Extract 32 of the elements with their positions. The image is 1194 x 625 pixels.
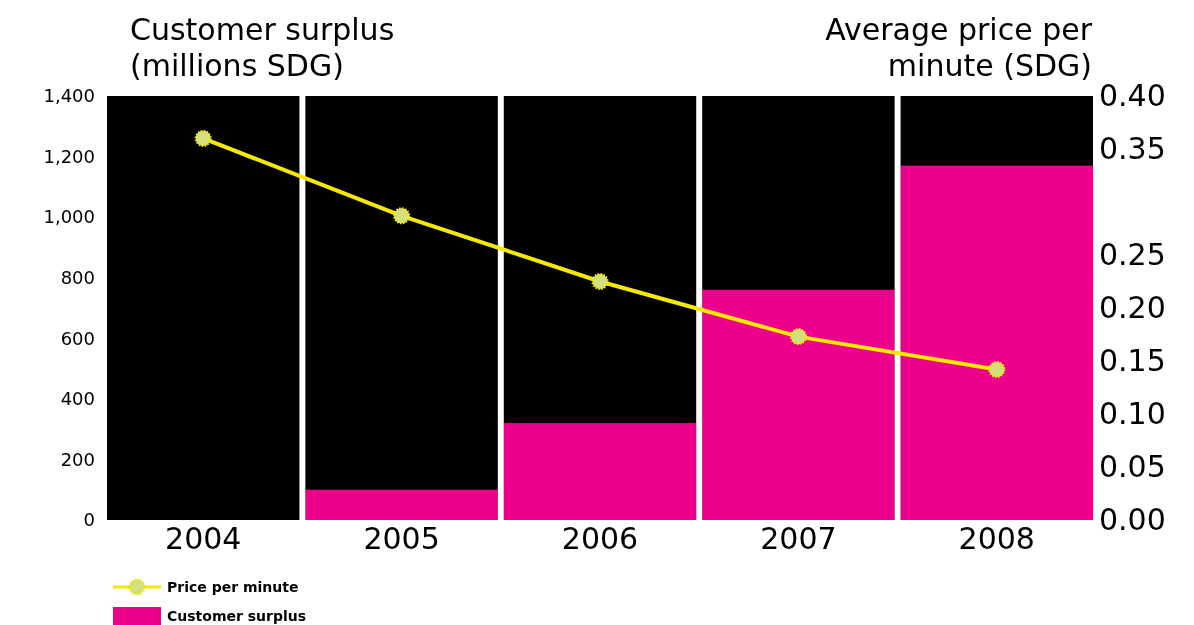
y2-tick-label: 0.10 bbox=[1099, 396, 1166, 432]
y2-tick-label: 0.40 bbox=[1099, 78, 1166, 114]
point bbox=[988, 360, 1006, 379]
point bbox=[393, 207, 411, 225]
y-tick-label: 1,000 bbox=[43, 206, 95, 228]
y-tick-label: 0 bbox=[83, 509, 95, 531]
point bbox=[789, 328, 807, 346]
y2-tick-label: 0.20 bbox=[1099, 290, 1166, 326]
x-tick-label: 2007 bbox=[760, 521, 837, 557]
bar bbox=[503, 423, 697, 520]
y-axis-title: Customer surplus (millions SDG) bbox=[130, 12, 395, 83]
legend-label: Price per minute bbox=[167, 579, 299, 595]
y2-tick-label: 0.25 bbox=[1099, 237, 1166, 273]
y2-tick-label: 0.05 bbox=[1099, 449, 1166, 485]
x-tick-label: 2005 bbox=[363, 521, 440, 557]
x-tick-label: 2004 bbox=[165, 521, 242, 557]
y-tick-label: 800 bbox=[60, 266, 95, 288]
y2-tick-label: 0.35 bbox=[1099, 131, 1166, 167]
y2-tick-label: 0.15 bbox=[1099, 343, 1166, 379]
x-tick-label: 2008 bbox=[958, 521, 1035, 557]
y2-axis-title: Average price per minute (SDG) bbox=[825, 12, 1093, 83]
y2-tick-label: 0.00 bbox=[1099, 502, 1166, 538]
y-tick-label: 600 bbox=[60, 327, 95, 349]
legend-label: Customer surplus bbox=[167, 608, 307, 624]
bar bbox=[305, 489, 498, 520]
x-tick-label: 2006 bbox=[561, 521, 639, 557]
y-tick-label: 200 bbox=[60, 448, 95, 470]
y-tick-label: 1,400 bbox=[43, 85, 95, 107]
point bbox=[194, 129, 212, 147]
point bbox=[591, 272, 609, 291]
y-tick-label: 1,200 bbox=[43, 145, 95, 167]
y-tick-label: 400 bbox=[60, 388, 95, 410]
